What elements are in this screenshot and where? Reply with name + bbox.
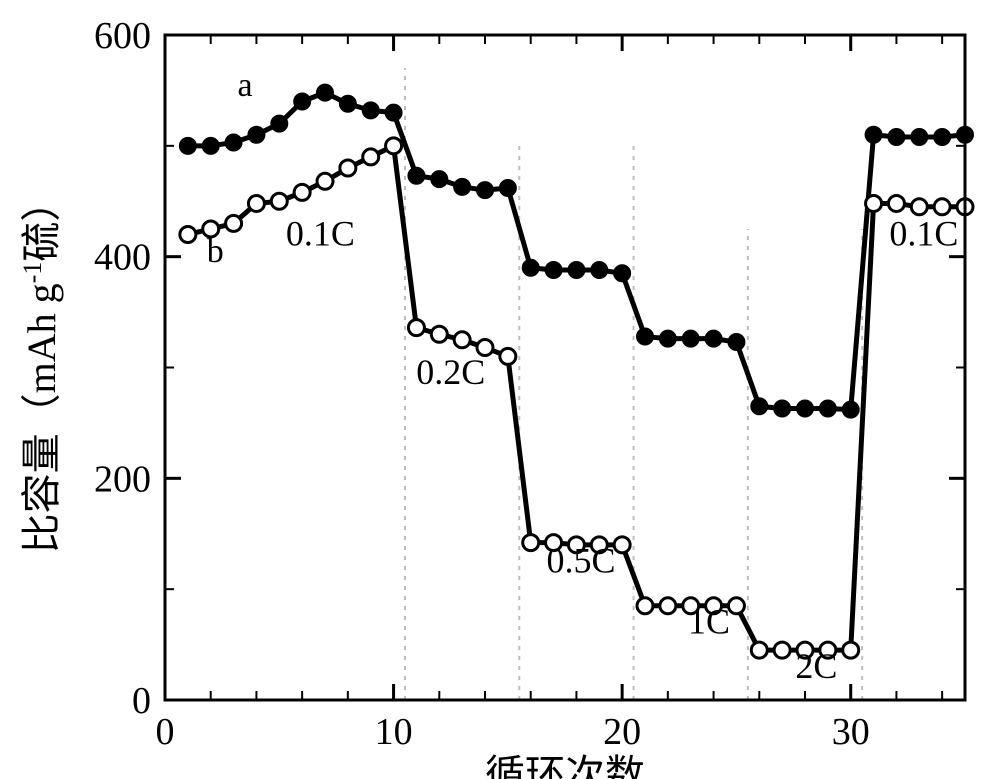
series-marker-b [431, 326, 447, 342]
series-marker-a [751, 398, 767, 414]
series-marker-a [843, 402, 859, 418]
series-marker-a [820, 401, 836, 417]
y-tick-label: 600 [94, 15, 151, 57]
x-axis-title: 循环次数 [485, 752, 645, 779]
x-tick-label: 0 [156, 711, 175, 753]
plot-border [165, 35, 965, 700]
series-marker-a [546, 262, 562, 278]
series-marker-a [728, 334, 744, 350]
series-marker-a [477, 182, 493, 198]
series-marker-a [568, 262, 584, 278]
y-tick-label: 200 [94, 458, 151, 500]
series-marker-b [226, 215, 242, 231]
series-marker-b [728, 598, 744, 614]
series-marker-b [340, 160, 356, 176]
series-marker-b [454, 332, 470, 348]
x-tick-label: 30 [832, 711, 870, 753]
series-marker-b [934, 199, 950, 215]
rate-label: 2C [795, 646, 837, 686]
series-label-b: b [207, 233, 224, 270]
x-tick-label: 10 [375, 711, 413, 753]
series-marker-b [751, 642, 767, 658]
series-marker-a [774, 401, 790, 417]
series-marker-b [866, 195, 882, 211]
series-marker-a [248, 127, 264, 143]
series-marker-a [363, 102, 379, 118]
series-marker-b [180, 227, 196, 243]
series-marker-a [523, 260, 539, 276]
y-axis-title: 比容量（mAh g-1硫） [18, 182, 65, 554]
series-marker-a [408, 168, 424, 184]
series-marker-a [317, 85, 333, 101]
series-marker-a [888, 129, 904, 145]
rate-label: 0.2C [416, 352, 485, 392]
series-marker-b [888, 195, 904, 211]
series-marker-b [271, 193, 287, 209]
series-marker-b [363, 149, 379, 165]
series-marker-b [911, 199, 927, 215]
series-marker-b [386, 138, 402, 154]
series-marker-b [843, 642, 859, 658]
y-tick-label: 0 [132, 680, 151, 722]
series-marker-b [637, 598, 653, 614]
series-marker-a [180, 138, 196, 154]
series-marker-b [523, 535, 539, 551]
rate-label: 0.5C [546, 541, 615, 581]
y-tick-label: 400 [94, 237, 151, 279]
series-marker-a [454, 179, 470, 195]
series-marker-a [340, 96, 356, 112]
x-tick-label: 20 [603, 711, 641, 753]
rate-capability-chart: 0 10 20 30 0 200 400 600 a b 循环次数 比容量（mAh g-1硫） 0.1… [0, 0, 1000, 779]
rate-label: 1C [688, 602, 730, 642]
series-label-a: a [237, 67, 252, 104]
series-marker-b [614, 537, 630, 553]
series-marker-a [500, 180, 516, 196]
series-marker-a [866, 127, 882, 143]
series-marker-a [660, 331, 676, 347]
series-marker-a [706, 331, 722, 347]
series-marker-a [911, 129, 927, 145]
series-marker-a [203, 138, 219, 154]
series-marker-b [317, 173, 333, 189]
series-marker-a [591, 262, 607, 278]
series-marker-b [660, 598, 676, 614]
series-marker-a [614, 265, 630, 281]
series-marker-b [500, 348, 516, 364]
series-marker-a [797, 401, 813, 417]
series-marker-b [248, 195, 264, 211]
rate-label: 0.1C [889, 214, 958, 254]
series-marker-a [226, 135, 242, 151]
series-marker-a [294, 94, 310, 110]
series-marker-a [637, 328, 653, 344]
series-marker-b [408, 320, 424, 336]
rate-label: 0.1C [286, 214, 355, 254]
series-marker-a [934, 129, 950, 145]
series-marker-a [431, 171, 447, 187]
series-marker-b [774, 642, 790, 658]
series-marker-a [386, 105, 402, 121]
series-marker-a [271, 116, 287, 132]
series-marker-b [294, 184, 310, 200]
series-marker-a [683, 331, 699, 347]
